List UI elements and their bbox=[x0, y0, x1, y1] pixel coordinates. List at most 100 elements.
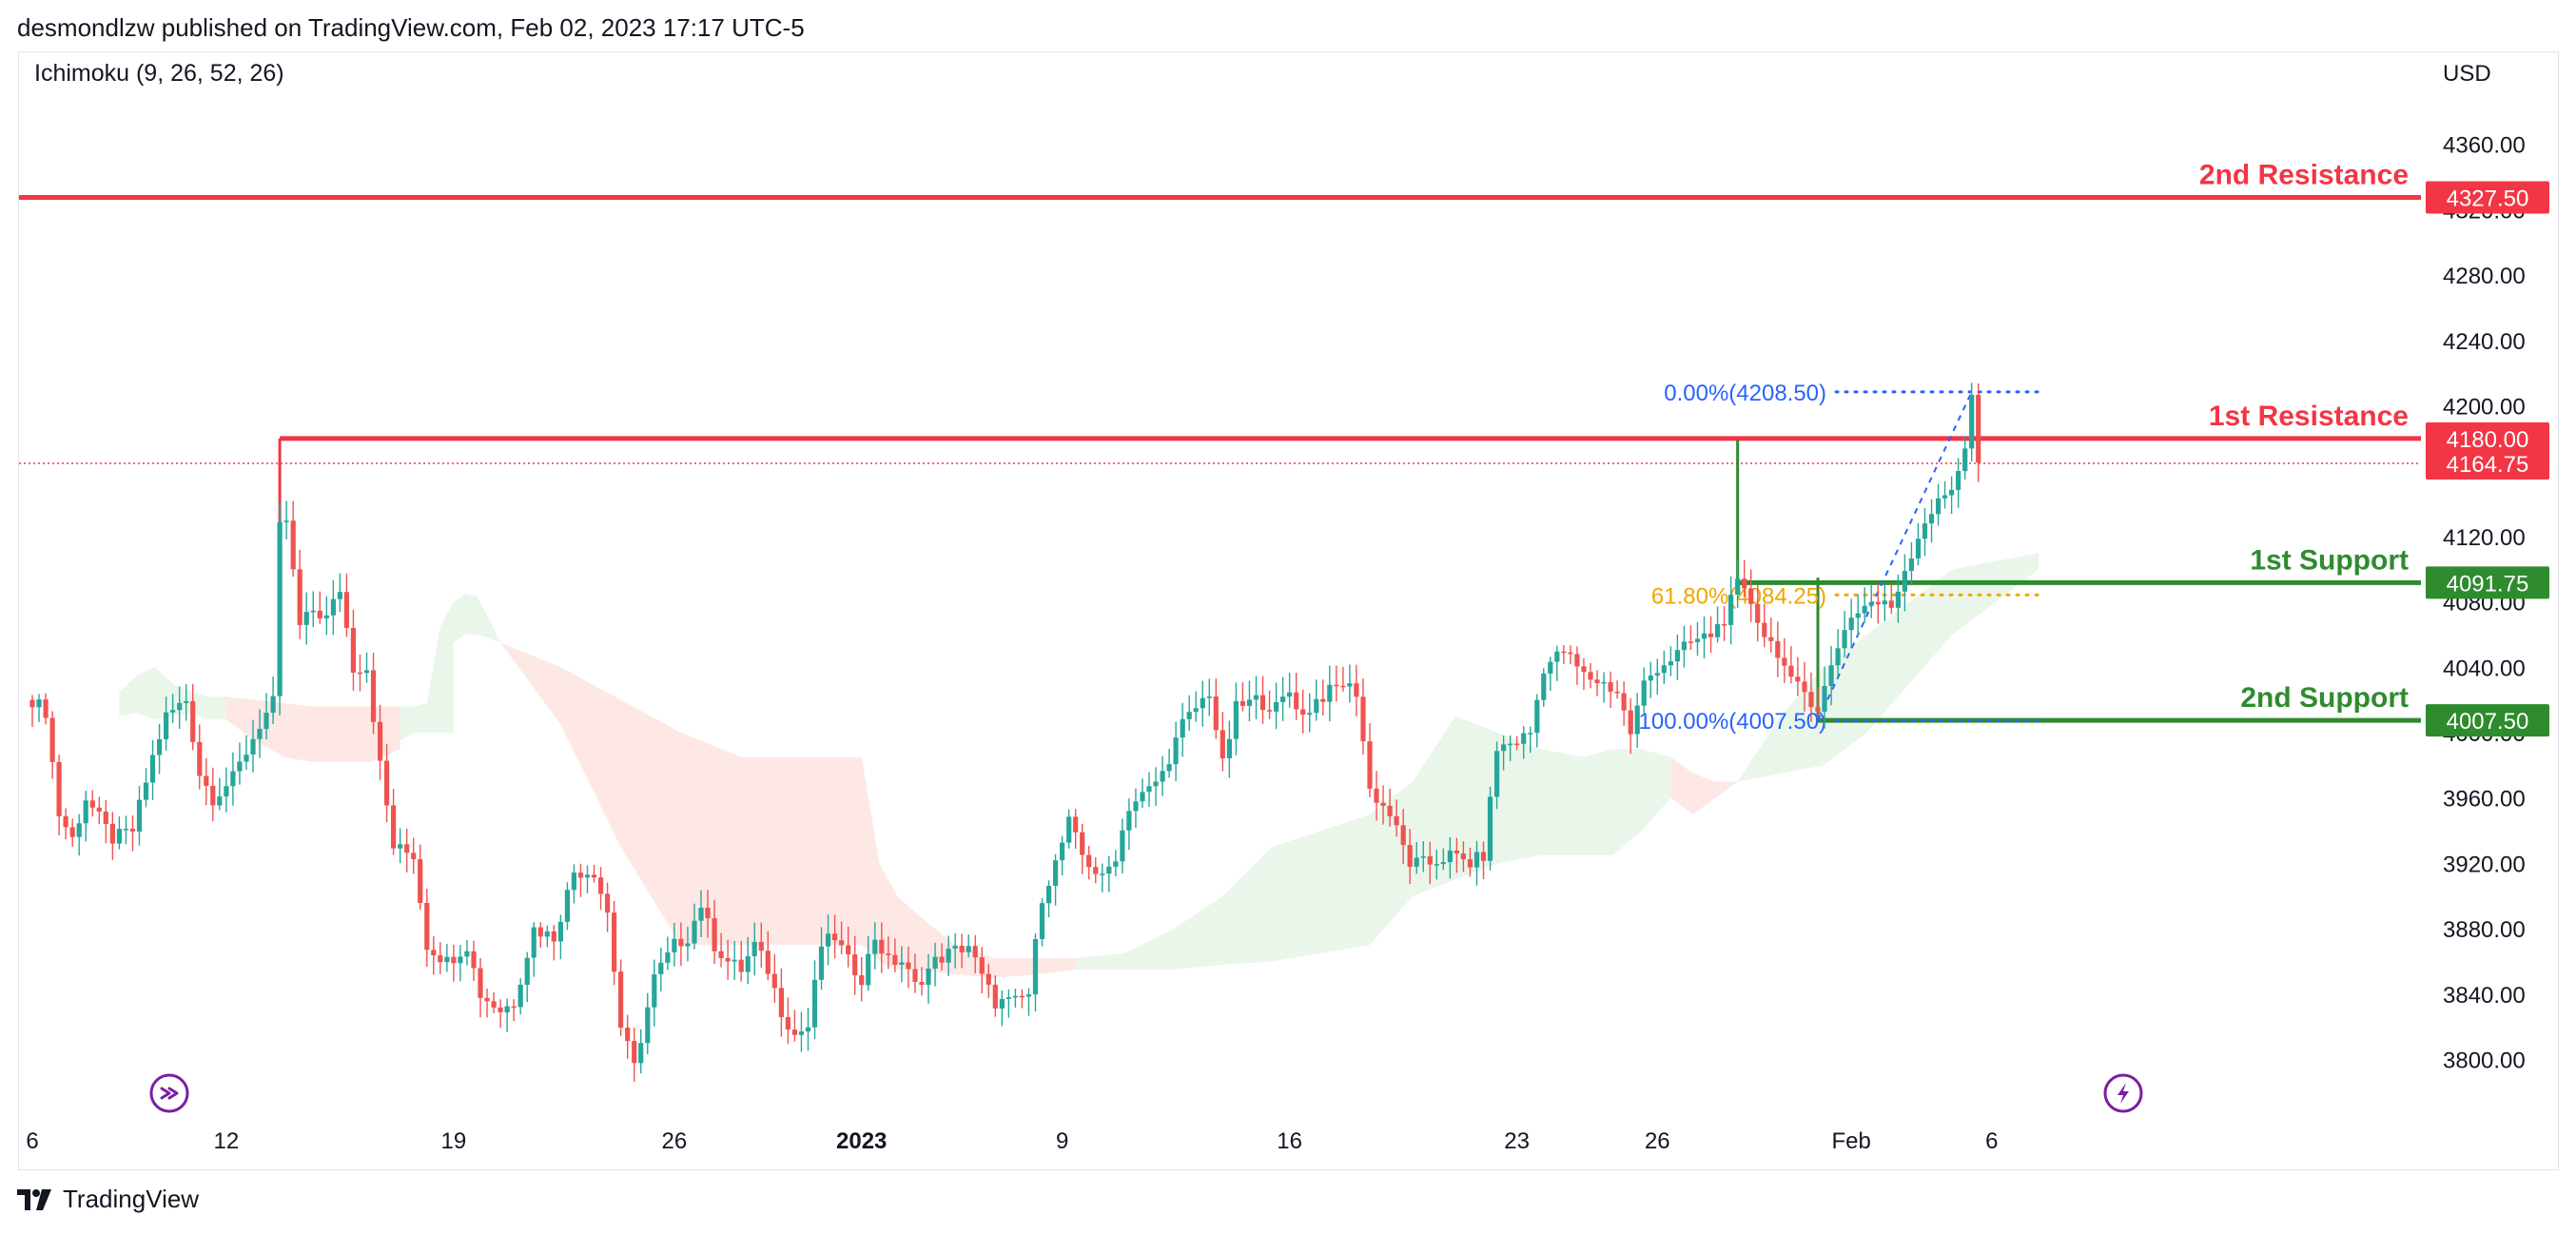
candle-body bbox=[1146, 786, 1152, 793]
candle-body bbox=[330, 598, 336, 616]
candle-body bbox=[1233, 700, 1239, 739]
candle-body bbox=[1928, 514, 1935, 524]
candle-body bbox=[564, 890, 570, 922]
candle-body bbox=[1521, 733, 1527, 744]
candle-body bbox=[805, 1027, 811, 1032]
price-tick-label: 4280.00 bbox=[2443, 264, 2526, 289]
candle-body bbox=[1554, 651, 1560, 662]
candle-body bbox=[618, 971, 624, 1028]
candle-body bbox=[478, 968, 483, 998]
candle-body bbox=[230, 771, 236, 787]
currency-label: USD bbox=[2443, 61, 2491, 87]
chart-frame[interactable]: 0.00%(4208.50) 61.80%(4084.25) 100.00%(400… bbox=[18, 51, 2559, 1170]
candle-body bbox=[1206, 696, 1212, 698]
candle-body bbox=[1113, 861, 1119, 867]
candle-body bbox=[952, 946, 958, 950]
candle-body bbox=[1508, 743, 1513, 746]
level-label: 2nd Support bbox=[2240, 682, 2409, 714]
candle-body bbox=[1160, 771, 1165, 782]
candle-body bbox=[109, 823, 115, 844]
candle-body bbox=[1788, 665, 1794, 677]
candle-body bbox=[1842, 630, 1847, 649]
candle-body bbox=[164, 712, 169, 739]
candle-body bbox=[1835, 648, 1841, 666]
candle-body bbox=[1407, 845, 1413, 867]
candle-body bbox=[1100, 873, 1105, 875]
candle-body bbox=[652, 974, 657, 1008]
price-tick-label: 3840.00 bbox=[2443, 983, 2526, 1009]
candle-body bbox=[992, 984, 998, 1009]
candle-body bbox=[343, 592, 349, 628]
price-tick-label: 4200.00 bbox=[2443, 394, 2526, 420]
candle-body bbox=[350, 627, 356, 673]
candle-body bbox=[1694, 638, 1701, 642]
tradingview-logo-icon[interactable] bbox=[17, 1188, 53, 1210]
candle-body bbox=[1220, 730, 1225, 758]
candle-body bbox=[1454, 850, 1459, 854]
candle-body bbox=[832, 933, 838, 941]
candle-body bbox=[1608, 681, 1613, 692]
candle-body bbox=[738, 959, 744, 972]
indicator-label[interactable]: Ichimoku (9, 26, 52, 26) bbox=[34, 60, 284, 87]
candle-body bbox=[56, 761, 62, 816]
candle-body bbox=[1541, 673, 1547, 700]
fib-level-label: 100.00%(4007.50) bbox=[1639, 709, 1826, 735]
candle-body bbox=[1387, 805, 1393, 816]
candlesticks bbox=[29, 382, 1981, 1082]
candle-body bbox=[658, 962, 664, 974]
candle-body bbox=[438, 955, 443, 963]
candle-body bbox=[83, 800, 88, 824]
price-badge-label: 4091.75 bbox=[2447, 571, 2529, 597]
cloud-segment bbox=[500, 642, 862, 946]
candle-body bbox=[712, 918, 717, 951]
candle-body bbox=[1012, 995, 1018, 998]
price-chart[interactable]: 0.00%(4208.50)61.80%(4084.25)100.00%(400… bbox=[19, 52, 2560, 1171]
candle-body bbox=[1046, 886, 1052, 904]
candle-body bbox=[1073, 816, 1079, 833]
candle-body bbox=[357, 672, 363, 675]
price-tick-label: 3800.00 bbox=[2443, 1049, 2526, 1074]
candle-body bbox=[1755, 603, 1761, 623]
candle-body bbox=[1267, 710, 1273, 712]
candle-body bbox=[1588, 672, 1593, 680]
level-label: 1st Resistance bbox=[2209, 401, 2409, 432]
candle-body bbox=[1969, 395, 1975, 449]
candle-body bbox=[418, 859, 423, 903]
replay-arrow-icon[interactable] bbox=[149, 1073, 189, 1113]
candle-body bbox=[1434, 864, 1439, 866]
footer-brand[interactable]: TradingView bbox=[63, 1185, 200, 1213]
candle-body bbox=[1180, 718, 1185, 738]
candle-body bbox=[1200, 697, 1205, 709]
lightning-icon[interactable] bbox=[2103, 1073, 2143, 1113]
candle-body bbox=[1327, 684, 1333, 702]
candle-body bbox=[1467, 859, 1473, 868]
candle-body bbox=[1140, 792, 1145, 802]
candle-body bbox=[718, 951, 724, 958]
ichimoku-cloud bbox=[119, 553, 2039, 978]
candle-body bbox=[886, 953, 891, 955]
candle-body bbox=[1654, 673, 1660, 676]
candle-body bbox=[190, 700, 196, 742]
candle-body bbox=[184, 700, 189, 703]
candle-body bbox=[116, 829, 122, 844]
candle-body bbox=[1748, 588, 1754, 604]
candle-body bbox=[96, 807, 102, 812]
candle-body bbox=[1534, 699, 1540, 734]
candle-body bbox=[1868, 601, 1874, 606]
candle-body bbox=[1628, 710, 1633, 735]
candle-body bbox=[1494, 751, 1500, 797]
candle-body bbox=[277, 521, 283, 696]
candle-body bbox=[692, 920, 697, 944]
candle-body bbox=[1427, 856, 1433, 865]
candle-body bbox=[785, 1017, 790, 1030]
candle-body bbox=[498, 1007, 503, 1012]
candle-body bbox=[1674, 650, 1680, 662]
candle-body bbox=[1548, 661, 1553, 674]
candle-body bbox=[1795, 676, 1801, 682]
candle-body bbox=[1053, 860, 1059, 887]
cloud-segment bbox=[1737, 553, 2039, 782]
price-badge-label: 4327.50 bbox=[2447, 186, 2529, 211]
fib-level-label: 0.00%(4208.50) bbox=[1664, 381, 1826, 406]
candle-body bbox=[1661, 665, 1667, 674]
candle-body bbox=[698, 908, 704, 921]
